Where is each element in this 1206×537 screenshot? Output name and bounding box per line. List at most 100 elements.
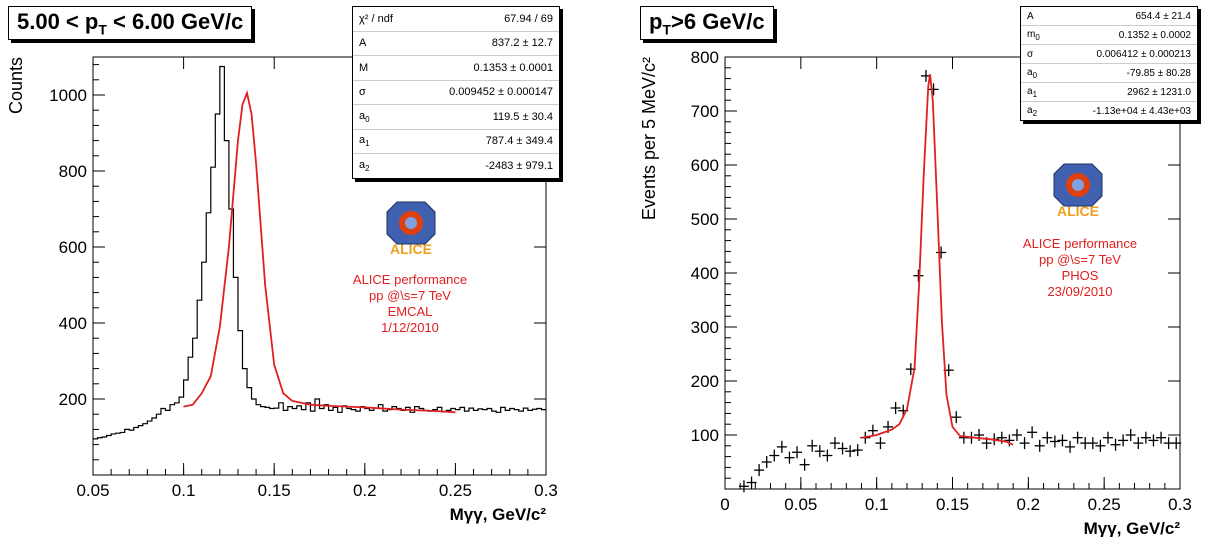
stat-value: 0.006412 ± 0.000213 [1096,48,1191,60]
stat-key: σ [359,86,366,99]
stat-value: 837.2 ± 12.7 [491,37,553,50]
y-tick-label: 500 [691,210,719,229]
y-tick-label: 400 [59,314,87,333]
stat-value: 119.5 ± 30.4 [492,110,553,123]
y-tick-label: 600 [691,156,719,175]
stat-value: 654.4 ± 21.4 [1135,10,1191,22]
x-tick-label: 0.15 [936,495,969,514]
stat-value: -79.85 ± 80.28 [1126,67,1191,79]
performance-line: pp @\s=7 TeV [1039,252,1121,267]
stat-row: a1 787.4 ± 349.4 [353,130,559,154]
left-title: 5.00 < pT < 6.00 GeV/c [8,6,253,41]
y-tick-label: 600 [59,238,87,257]
performance-line: ALICE performance [352,272,468,287]
alice-logo-icon: ALICE [1053,163,1103,219]
stat-key: A [1027,10,1034,22]
x-tick-label: 0.3 [534,481,558,500]
alice-logo-icon: ALICE [386,201,436,257]
stat-row: A 837.2 ± 12.7 [353,32,559,56]
stat-value: 787.4 ± 349.4 [485,135,553,148]
x-axis-label: Mγγ, GeV/c² [1084,519,1181,537]
right-logo-text: ALICE [1057,203,1099,218]
right-performance-label: ALICE performance pp @\s=7 TeV PHOS 23/09/2… [990,236,1170,300]
stat-key: χ² / ndf [359,12,393,25]
y-tick-label: 300 [691,318,719,337]
x-tick-label: 0.2 [1017,495,1041,514]
performance-line: ALICE performance [1022,236,1138,251]
stat-value: 67.94 / 69 [504,12,553,25]
stat-value: -1.13e+04 ± 4.43e+03 [1092,105,1191,117]
fit-curve [183,90,456,414]
y-tick-label: 200 [59,390,87,409]
stat-value: 0.1353 ± 0.0001 [473,61,553,74]
stat-row: σ 0.006412 ± 0.000213 [1021,45,1197,64]
histogram-series [93,65,546,440]
stat-row: a0 -79.85 ± 80.28 [1021,64,1197,83]
stat-value: 2962 ± 1231.0 [1127,86,1191,98]
stat-row: A 654.4 ± 21.4 [1021,7,1197,26]
stat-row: a2 -2483 ± 979.1 [353,154,559,178]
performance-line: 1/12/2010 [381,320,439,335]
right-alice-logo: ALICE [1050,162,1106,219]
stat-key: σ [1027,48,1034,60]
left-logo-text: ALICE [390,241,432,256]
y-axis-label: Events per 5 MeV/c² [639,57,659,220]
stat-row: χ² / ndf 67.94 / 69 [353,7,559,32]
right-title: pT>6 GeV/c [640,6,774,41]
left-title-suffix: < 6.00 GeV/c [106,9,244,34]
y-axis-label: Counts [6,57,26,114]
stat-key: a0 [359,109,370,124]
stat-key: A [359,37,367,50]
x-tick-label: 0.1 [865,495,889,514]
performance-line: EMCAL [387,304,433,319]
right-title-prefix: p [649,9,663,34]
y-tick-label: 400 [691,264,719,283]
performance-line: pp @\s=7 TeV [369,288,451,303]
plot-frame [92,56,547,476]
left-title-prefix: 5.00 < p [17,9,99,34]
right-title-sub: T [662,21,672,38]
fit-curve [861,74,1014,446]
x-tick-label: 0.1 [172,481,196,500]
stat-row: a1 2962 ± 1231.0 [1021,83,1197,102]
y-tick-label: 800 [691,48,719,67]
stat-row: σ 0.009452 ± 0.000147 [353,81,559,105]
stat-row: m0 0.1352 ± 0.0002 [1021,26,1197,45]
stat-value: 0.009452 ± 0.000147 [449,86,553,99]
y-tick-label: 700 [691,102,719,121]
x-tick-label: 0.3 [1168,495,1192,514]
x-tick-label: 0.15 [258,481,291,500]
performance-line: PHOS [1061,268,1099,283]
stat-value: 0.1352 ± 0.0002 [1118,29,1191,41]
stat-key: a2 [359,158,370,173]
x-tick-label: 0.25 [439,481,472,500]
stat-key: a2 [1027,104,1038,118]
stat-row: a2 -1.13e+04 ± 4.43e+03 [1021,102,1197,120]
stat-key: M [359,61,369,74]
x-tick-label: 0 [720,495,729,514]
performance-line: 23/09/2010 [1047,284,1113,299]
left-fit-stats: χ² / ndf 67.94 / 69 A 837.2 ± 12.7 M 0.1353 ±… [352,6,560,179]
left-title-sub: T [98,21,107,38]
left-performance-label: ALICE performance pp @\s=7 TeV EMCAL 1/12/2… [320,272,500,336]
y-tick-label: 800 [59,162,87,181]
x-axis-label: Mγγ, GeV/c² [450,505,547,524]
x-tick-label: 0.05 [76,481,109,500]
stat-key: a1 [359,134,370,149]
x-tick-label: 0.05 [784,495,817,514]
y-tick-label: 200 [691,372,719,391]
stat-key: m0 [1027,28,1040,42]
stat-row: a0 119.5 ± 30.4 [353,105,559,130]
y-tick-label: 1000 [49,86,87,105]
right-title-suffix: >6 GeV/c [671,9,765,34]
left-alice-logo: ALICE [383,200,439,257]
stat-value: -2483 ± 979.1 [485,159,553,172]
stat-row: M 0.1353 ± 0.0001 [353,56,559,81]
stat-key: a1 [1027,85,1038,99]
y-tick-label: 100 [691,426,719,445]
x-tick-label: 0.25 [1088,495,1121,514]
x-tick-label: 0.2 [353,481,377,500]
stat-key: a0 [1027,66,1038,80]
